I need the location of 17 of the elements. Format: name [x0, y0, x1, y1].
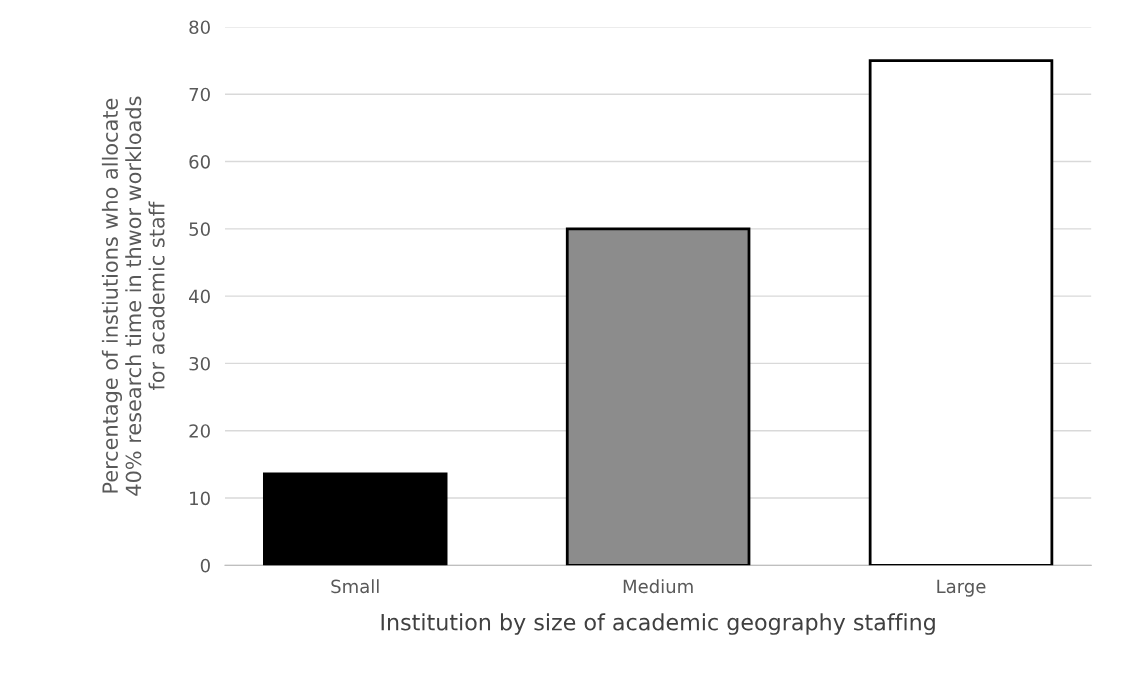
- y-tick-label: 50: [189, 222, 210, 236]
- bar: [565, 227, 751, 566]
- y-axis-title: Percentage of instiutions who allocate 40% research time in thwor workloads for academic staff: [101, 96, 165, 496]
- bar: [262, 472, 448, 566]
- x-tick-label: Small: [331, 579, 379, 594]
- y-tick-label: 70: [189, 87, 210, 102]
- y-tick-label: 80: [189, 20, 210, 35]
- x-tick-label: Medium: [623, 579, 693, 594]
- y-tick-label: 0: [200, 558, 210, 573]
- y-tick-label: 30: [189, 356, 210, 371]
- y-tick-label: 40: [189, 289, 210, 304]
- bar: [868, 59, 1054, 566]
- x-tick-label: Large: [937, 579, 986, 597]
- x-axis-title: Institution by size of academic geography staffing: [381, 613, 935, 635]
- y-tick-label: 20: [189, 424, 210, 438]
- y-tick-label: 10: [190, 491, 210, 506]
- y-tick-label: 60: [189, 154, 210, 169]
